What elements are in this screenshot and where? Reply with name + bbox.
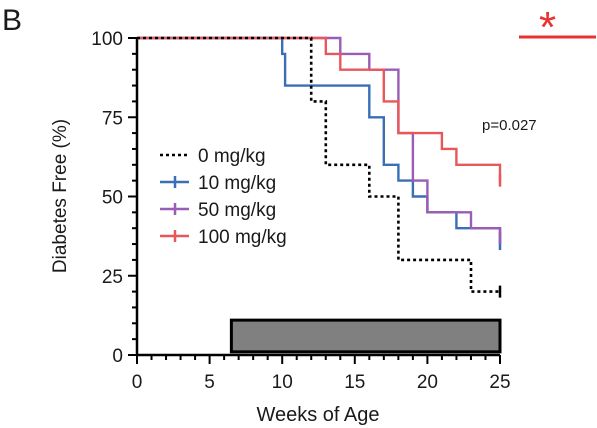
x-axis-label: Weeks of Age	[256, 404, 379, 426]
y-tick-label: 50	[102, 188, 123, 209]
legend-label: 50 mg/kg	[198, 200, 276, 221]
legend-label: 100 mg/kg	[198, 227, 287, 248]
series-line-100-mg-kg	[137, 36, 502, 181]
x-tick-label: 0	[132, 372, 143, 393]
y-axis-label: Diabetes Free (%)	[50, 119, 71, 273]
p-value-annotation: p=0.027	[482, 117, 537, 134]
y-tick-label: 75	[102, 108, 123, 129]
y-tick-label: 0	[112, 346, 123, 367]
series-line-0-mg-kg	[137, 36, 500, 293]
x-tick-label: 5	[204, 372, 215, 393]
series-line-50-mg-kg	[137, 36, 502, 238]
x-tick-label: 25	[489, 372, 510, 393]
significance-star: *	[539, 3, 556, 52]
y-tick-label: 100	[91, 29, 123, 50]
x-tick-label: 10	[272, 372, 293, 393]
y-tick-label: 25	[102, 267, 123, 288]
panel-label: B	[2, 4, 22, 37]
x-tick-label: 15	[344, 372, 365, 393]
legend-label: 10 mg/kg	[198, 173, 276, 194]
x-tick-label: 20	[417, 372, 438, 393]
treatment-bar	[229, 318, 502, 354]
legend-label: 0 mg/kg	[198, 146, 266, 167]
plot-area: 0 5 10 15 20 25 0 25 50 75 100 0 mg/kg 10 mg/kg 50 mg…	[91, 29, 510, 393]
